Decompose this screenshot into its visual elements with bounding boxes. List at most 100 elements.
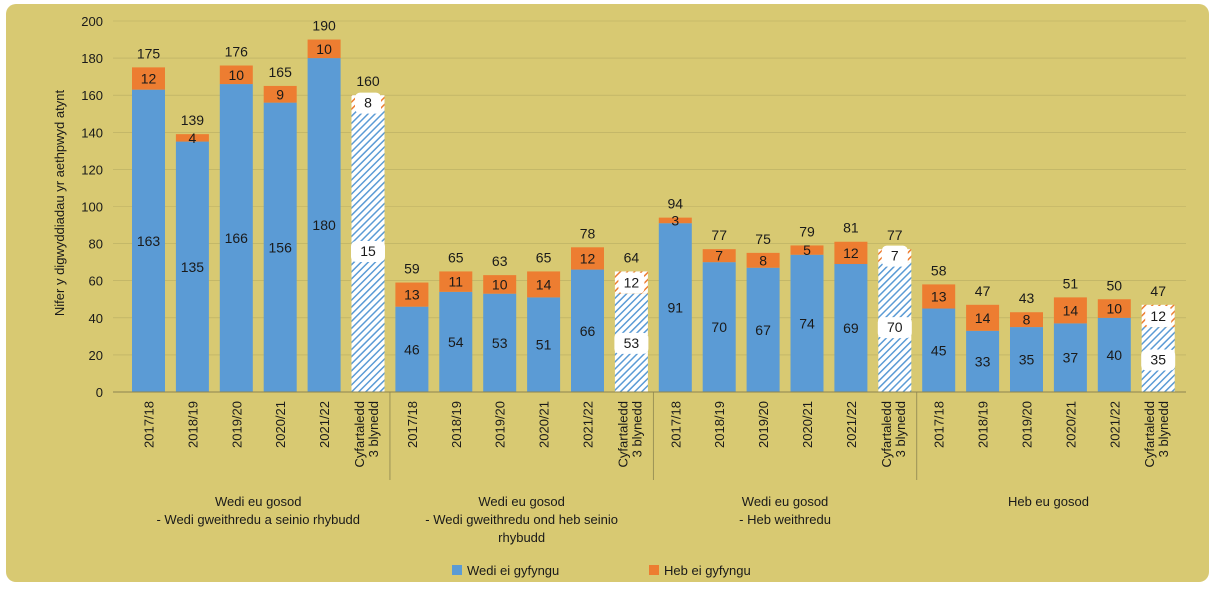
bar-contained bbox=[175, 141, 209, 392]
bar-not-contained bbox=[834, 241, 868, 265]
y-tick-label: 120 bbox=[81, 162, 103, 177]
data-label-contained: 53 bbox=[624, 335, 640, 351]
x-tick-label: Cyfartaledd bbox=[1142, 401, 1157, 467]
data-label-contained: 35 bbox=[1019, 352, 1035, 368]
axes: 0 20 40 60 80 100 120 140 160 180 200 2017/18 2018/1… bbox=[81, 14, 1186, 545]
data-label-total: 175 bbox=[137, 45, 161, 61]
legend: Wedi ei gyfyngu Heb ei gyfyngu bbox=[452, 563, 751, 578]
x-tick-label: Cyfartaledd bbox=[352, 401, 367, 467]
y-tick-label: 100 bbox=[81, 200, 103, 215]
group-label: Wedi eu gosod bbox=[742, 494, 829, 509]
y-tick-label: 200 bbox=[81, 14, 103, 29]
data-label-not-contained: 12 bbox=[580, 250, 596, 266]
x-tick-label: 2020/21 bbox=[273, 401, 288, 448]
data-label-total: 64 bbox=[624, 249, 640, 265]
bar-contained bbox=[1097, 317, 1131, 392]
bar-contained bbox=[527, 297, 561, 392]
data-label-not-contained: 14 bbox=[975, 310, 991, 326]
label-box bbox=[881, 245, 908, 267]
data-label-contained: 33 bbox=[975, 353, 991, 369]
x-tick-label: 3 blynedd bbox=[366, 401, 381, 457]
legend-label: Heb ei gyfyngu bbox=[664, 563, 751, 578]
bar-not-contained bbox=[966, 304, 1000, 331]
data-label-total: 165 bbox=[269, 64, 293, 80]
bar-not-contained bbox=[790, 245, 824, 255]
data-label-not-contained: 12 bbox=[141, 71, 157, 87]
data-label-total: 79 bbox=[799, 223, 815, 239]
bar-not-contained bbox=[483, 275, 517, 294]
x-tick-label: 2017/18 bbox=[142, 401, 157, 448]
data-label-contained: 166 bbox=[225, 230, 249, 246]
data-label-total: 78 bbox=[580, 225, 596, 241]
x-tick-label: 2017/18 bbox=[668, 401, 683, 448]
data-label-total: 94 bbox=[668, 196, 684, 212]
data-label-total: 176 bbox=[225, 44, 249, 60]
x-tick-label: Cyfartaledd bbox=[615, 401, 630, 467]
y-tick-label: 160 bbox=[81, 88, 103, 103]
label-box bbox=[355, 92, 381, 114]
x-tick-label: 3 blynedd bbox=[893, 401, 908, 457]
x-tick-label: 2021/22 bbox=[1107, 401, 1122, 448]
data-label-not-contained: 7 bbox=[715, 248, 723, 264]
data-label-contained: 74 bbox=[799, 315, 815, 331]
x-tick-label: 3 blynedd bbox=[629, 401, 644, 457]
group-label: - Wedi gweithredu a seinio rhybudd bbox=[156, 512, 360, 527]
bar-contained bbox=[263, 102, 297, 393]
bar-not-contained bbox=[922, 284, 956, 309]
bar-contained bbox=[219, 84, 253, 392]
y-tick-label: 40 bbox=[89, 311, 103, 326]
y-tick-label: 20 bbox=[89, 348, 103, 363]
data-label-not-contained: 8 bbox=[759, 252, 767, 268]
data-label-total: 59 bbox=[404, 261, 420, 277]
bar-contained bbox=[702, 262, 736, 392]
bar-contained bbox=[307, 58, 341, 392]
x-tick-label: 2020/21 bbox=[1063, 401, 1078, 448]
label-box bbox=[351, 241, 385, 263]
data-label-contained: 15 bbox=[360, 243, 376, 259]
y-tick-label: 0 bbox=[96, 385, 103, 400]
data-label-contained: 70 bbox=[887, 319, 903, 335]
data-labels: 1631217513541391661017615691651801019015… bbox=[137, 18, 1176, 371]
x-tick-label: 2017/18 bbox=[932, 401, 947, 448]
x-tick-label: 2018/19 bbox=[976, 401, 991, 448]
legend-swatch bbox=[452, 565, 462, 575]
x-tick-label: 2020/21 bbox=[800, 401, 815, 448]
data-label-contained: 51 bbox=[536, 337, 552, 353]
data-label-total: 47 bbox=[1150, 283, 1166, 299]
bar-not-contained bbox=[527, 271, 561, 298]
bar-contained bbox=[483, 293, 517, 392]
data-label-total: 75 bbox=[755, 231, 771, 247]
data-label-total: 65 bbox=[536, 249, 552, 265]
data-label-total: 47 bbox=[975, 283, 991, 299]
bar-not-contained bbox=[1053, 297, 1087, 324]
gridlines bbox=[113, 20, 1186, 356]
bar-contained bbox=[922, 308, 956, 392]
y-axis-title: Nifer y digwyddiadau yr aethpwyd atynt bbox=[52, 90, 67, 317]
y-tick-label: 60 bbox=[89, 274, 103, 289]
bar-contained bbox=[746, 267, 780, 392]
bar-not-contained bbox=[307, 39, 341, 59]
group-label: Heb eu gosod bbox=[1008, 494, 1089, 509]
bar-not-contained bbox=[658, 217, 692, 224]
data-label-total: 77 bbox=[711, 227, 727, 243]
data-label-contained: 70 bbox=[711, 319, 727, 335]
data-label-contained: 67 bbox=[755, 322, 771, 338]
data-label-not-contained: 10 bbox=[492, 276, 508, 292]
data-label-not-contained: 10 bbox=[229, 67, 245, 83]
x-tick-label: 2018/19 bbox=[185, 401, 200, 448]
bar-not-contained bbox=[219, 65, 253, 85]
group-label: Wedi eu gosod bbox=[215, 494, 302, 509]
y-tick-label: 80 bbox=[89, 237, 103, 252]
bar-contained bbox=[966, 330, 1000, 392]
bar-contained bbox=[790, 254, 824, 392]
data-label-contained: 180 bbox=[312, 217, 336, 233]
label-box bbox=[614, 332, 649, 354]
data-label-not-contained: 8 bbox=[364, 95, 372, 111]
data-label-not-contained: 5 bbox=[803, 242, 811, 258]
data-label-contained: 45 bbox=[931, 342, 947, 358]
bar-contained bbox=[439, 291, 473, 392]
bar-not-contained bbox=[263, 85, 297, 103]
data-label-contained: 37 bbox=[1063, 350, 1079, 366]
x-tick-label: 2021/22 bbox=[317, 401, 332, 448]
